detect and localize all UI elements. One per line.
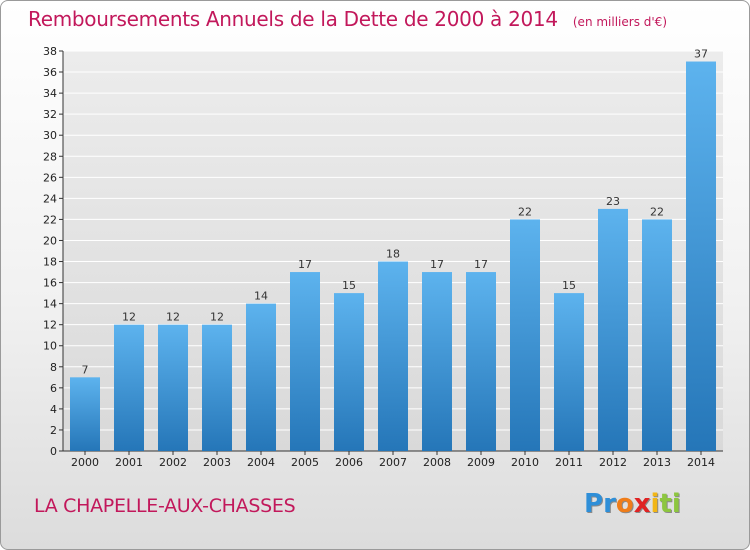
x-tick-label: 2003 bbox=[203, 456, 231, 469]
chart-title: Remboursements Annuels de la Dette de 20… bbox=[28, 7, 558, 31]
y-tick-label: 36 bbox=[43, 66, 57, 79]
x-tick-label: 2001 bbox=[115, 456, 143, 469]
y-tick-label: 10 bbox=[43, 340, 57, 353]
bar-value-label: 17 bbox=[474, 258, 488, 271]
bar bbox=[422, 272, 452, 451]
logo-letter: t bbox=[659, 489, 672, 519]
logo-letter: r bbox=[603, 489, 616, 519]
x-tick-label: 2004 bbox=[247, 456, 275, 469]
bar bbox=[70, 377, 100, 451]
bar-value-label: 23 bbox=[606, 195, 620, 208]
x-tick-label: 2013 bbox=[643, 456, 671, 469]
bar-value-label: 17 bbox=[430, 258, 444, 271]
y-tick-label: 0 bbox=[50, 445, 57, 458]
y-tick-label: 30 bbox=[43, 129, 57, 142]
bar bbox=[114, 324, 144, 451]
bar-value-label: 22 bbox=[650, 205, 664, 218]
y-tick-label: 24 bbox=[43, 192, 57, 205]
x-tick-label: 2008 bbox=[423, 456, 451, 469]
y-tick-label: 28 bbox=[43, 150, 57, 163]
title-line: Remboursements Annuels de la Dette de 20… bbox=[28, 7, 667, 31]
bar bbox=[554, 293, 584, 451]
y-tick-label: 16 bbox=[43, 277, 57, 290]
bar bbox=[510, 219, 540, 451]
bar bbox=[246, 303, 276, 451]
bar-value-label: 17 bbox=[298, 258, 312, 271]
y-tick-label: 34 bbox=[43, 87, 57, 100]
bar-value-label: 12 bbox=[166, 311, 180, 324]
y-tick-label: 20 bbox=[43, 234, 57, 247]
y-tick-label: 14 bbox=[43, 298, 57, 311]
chart-subtitle: (en milliers d'€) bbox=[572, 15, 667, 29]
y-tick-label: 32 bbox=[43, 108, 57, 121]
y-tick-label: 26 bbox=[43, 171, 57, 184]
logo-letter: P bbox=[584, 489, 604, 519]
logo-letter: i bbox=[671, 489, 681, 519]
bar-value-label: 12 bbox=[210, 311, 224, 324]
logo-letter: o bbox=[615, 489, 634, 519]
bar-value-label: 22 bbox=[518, 205, 532, 218]
x-tick-label: 2010 bbox=[511, 456, 539, 469]
bar bbox=[290, 272, 320, 451]
y-tick-label: 8 bbox=[50, 361, 57, 374]
x-tick-label: 2006 bbox=[335, 456, 363, 469]
x-tick-label: 2002 bbox=[159, 456, 187, 469]
x-tick-label: 2009 bbox=[467, 456, 495, 469]
y-tick-label: 22 bbox=[43, 213, 57, 226]
bar bbox=[202, 324, 232, 451]
x-tick-label: 2012 bbox=[599, 456, 627, 469]
logo-letter: x bbox=[633, 489, 651, 519]
x-tick-label: 2007 bbox=[379, 456, 407, 469]
commune-name: LA CHAPELLE-AUX-CHASSES bbox=[34, 495, 296, 517]
bar-value-label: 15 bbox=[342, 279, 356, 292]
bar-value-label: 37 bbox=[694, 48, 708, 61]
bar bbox=[466, 272, 496, 451]
x-tick-label: 2014 bbox=[687, 456, 715, 469]
bar-value-label: 14 bbox=[254, 290, 268, 303]
y-tick-label: 6 bbox=[50, 382, 57, 395]
bar-value-label: 7 bbox=[82, 363, 89, 376]
bar bbox=[686, 61, 716, 452]
proxiti-logo: Proxiti bbox=[584, 489, 681, 519]
x-tick-label: 2005 bbox=[291, 456, 319, 469]
bar bbox=[158, 324, 188, 451]
bar-value-label: 12 bbox=[122, 311, 136, 324]
y-tick-label: 18 bbox=[43, 256, 57, 269]
y-tick-label: 12 bbox=[43, 319, 57, 332]
logo-letter: i bbox=[650, 489, 660, 519]
bar-value-label: 18 bbox=[386, 248, 400, 261]
y-tick-label: 2 bbox=[50, 424, 57, 437]
bar-value-label: 15 bbox=[562, 279, 576, 292]
x-tick-label: 2011 bbox=[555, 456, 583, 469]
y-tick-label: 4 bbox=[50, 403, 57, 416]
bar bbox=[598, 208, 628, 451]
x-tick-label: 2000 bbox=[71, 456, 99, 469]
y-tick-label: 38 bbox=[43, 45, 57, 58]
bar bbox=[378, 261, 408, 451]
bar bbox=[642, 219, 672, 451]
bar bbox=[334, 293, 364, 451]
